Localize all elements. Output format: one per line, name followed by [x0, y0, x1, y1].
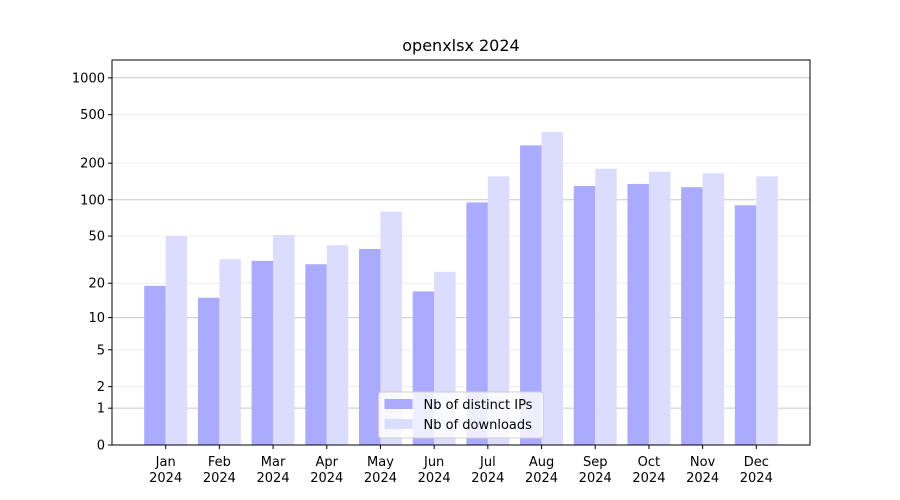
- legend-box: [378, 391, 544, 439]
- y-tick-label: 50: [88, 230, 105, 245]
- bar: [144, 285, 166, 445]
- bar: [380, 211, 402, 445]
- bar: [197, 297, 220, 445]
- x-tick-label: Oct 2024: [632, 455, 665, 486]
- y-tick-label: 20: [88, 277, 105, 292]
- y-tick-label: 2: [97, 380, 105, 395]
- bar: [681, 187, 703, 445]
- legend-swatch: [384, 419, 413, 429]
- y-tick-label: 0: [97, 439, 105, 454]
- x-tick-label: Dec 2024: [740, 455, 773, 486]
- x-tick-label: May 2024: [364, 455, 397, 486]
- x-tick-label: Mar 2024: [257, 455, 290, 486]
- y-tick-label: 500: [80, 108, 105, 123]
- bar: [219, 259, 241, 445]
- bar: [541, 132, 564, 445]
- legend-label: Nb of downloads: [424, 418, 533, 433]
- x-tick-label: Apr 2024: [310, 455, 343, 486]
- bar: [326, 245, 349, 445]
- y-tick-label: 200: [80, 157, 105, 172]
- x-tick-label: Sep 2024: [579, 455, 612, 486]
- bar: [520, 145, 542, 445]
- bar: [466, 202, 488, 445]
- bar: [734, 205, 757, 445]
- chart-title: openxlsx 2024: [402, 36, 519, 55]
- bar: [595, 168, 617, 445]
- x-tick-label: Jun 2024: [418, 455, 451, 486]
- y-tick-label: 1000: [72, 71, 105, 86]
- x-tick-label: Jan 2024: [149, 455, 182, 486]
- bar: [305, 264, 327, 445]
- bar: [358, 248, 381, 445]
- legend: Nb of distinct IPs Nb of downloads: [378, 391, 544, 439]
- bar: [627, 183, 649, 445]
- bar: [251, 260, 274, 445]
- y-tick-label: 100: [80, 193, 105, 208]
- y-tick-label: 10: [88, 311, 105, 326]
- legend-label: Nb of distinct IPs: [424, 398, 533, 413]
- plot-frame: [111, 59, 811, 446]
- legend-swatch: [384, 399, 413, 409]
- bar: [756, 176, 778, 445]
- x-tick-label: Jul 2024: [471, 455, 504, 486]
- x-tick-label: Aug 2024: [525, 455, 558, 486]
- bar: [273, 235, 295, 445]
- x-tick-label: Nov 2024: [686, 455, 719, 486]
- x-tick-label: Feb 2024: [203, 455, 236, 486]
- bar: [702, 173, 725, 445]
- bar: [487, 176, 510, 445]
- bar: [648, 171, 671, 446]
- y-tick-label: 1: [97, 402, 105, 417]
- bar: [573, 185, 596, 446]
- bar: [165, 236, 188, 445]
- y-tick-label: 5: [97, 343, 105, 358]
